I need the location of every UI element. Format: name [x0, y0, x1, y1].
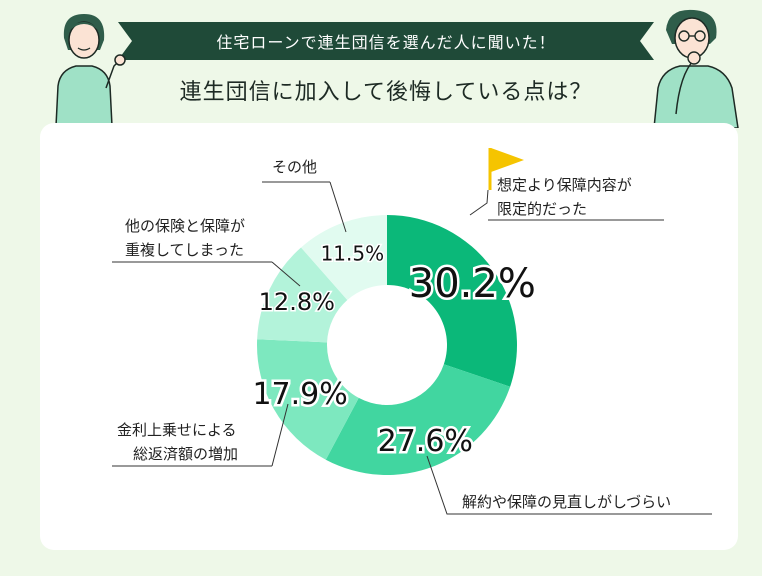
donut-slice-4	[257, 247, 348, 343]
page-title: 連生団信に加入して後悔している点は？	[179, 80, 593, 105]
category-label-slice-5: その他	[272, 158, 318, 176]
percentage-label-slice-2: 27.6%	[378, 424, 473, 459]
category-label-slice-4-line-2: 重複してしまった	[125, 241, 244, 259]
percentage-label-slice-1: 30.2%	[409, 261, 536, 307]
leader-line-slice-1	[469, 189, 489, 216]
percentage-label-slice-5: 11.5%	[321, 241, 385, 265]
leader-line-slice-3	[271, 403, 289, 467]
donut-slice-1	[387, 215, 517, 387]
leader-line-slice-2	[426, 455, 712, 515]
donut-slice-2	[325, 364, 511, 475]
percentage-label-slice-4: 12.8%	[259, 288, 335, 316]
banner-ribbon-shape	[118, 22, 654, 60]
chart-card	[40, 123, 738, 550]
category-label-slice-2: 解約や保障の見直しがしづらい	[462, 493, 672, 511]
man-thinking-illustration	[653, 9, 739, 128]
category-label-slice-3-line-2: 総返済額の増加	[133, 445, 239, 463]
category-label-slice-3-line-1: 金利上乗せによる	[117, 421, 237, 439]
category-label-slice-1-line-2: 限定的だった	[497, 200, 588, 218]
donut-slice-3	[257, 339, 359, 460]
banner-text: 住宅ローンで連生団信を選んだ人に聞いた！	[216, 33, 556, 52]
flag-icon	[488, 148, 524, 190]
category-label-slice-1-line-1: 想定より保障内容が	[497, 176, 632, 194]
percentage-label-slice-3: 17.9%	[252, 377, 347, 412]
header-banner: 住宅ローンで連生団信を選んだ人に聞いた！	[118, 22, 654, 60]
category-label-slice-4-line-1: 他の保険と保障が	[125, 217, 246, 235]
donut-slice-5	[301, 215, 387, 300]
woman-pointing-illustration	[55, 14, 126, 126]
leader-line-slice-5	[329, 181, 347, 233]
banner-ribbon	[118, 22, 654, 60]
leader-line-slice-4	[271, 261, 301, 287]
